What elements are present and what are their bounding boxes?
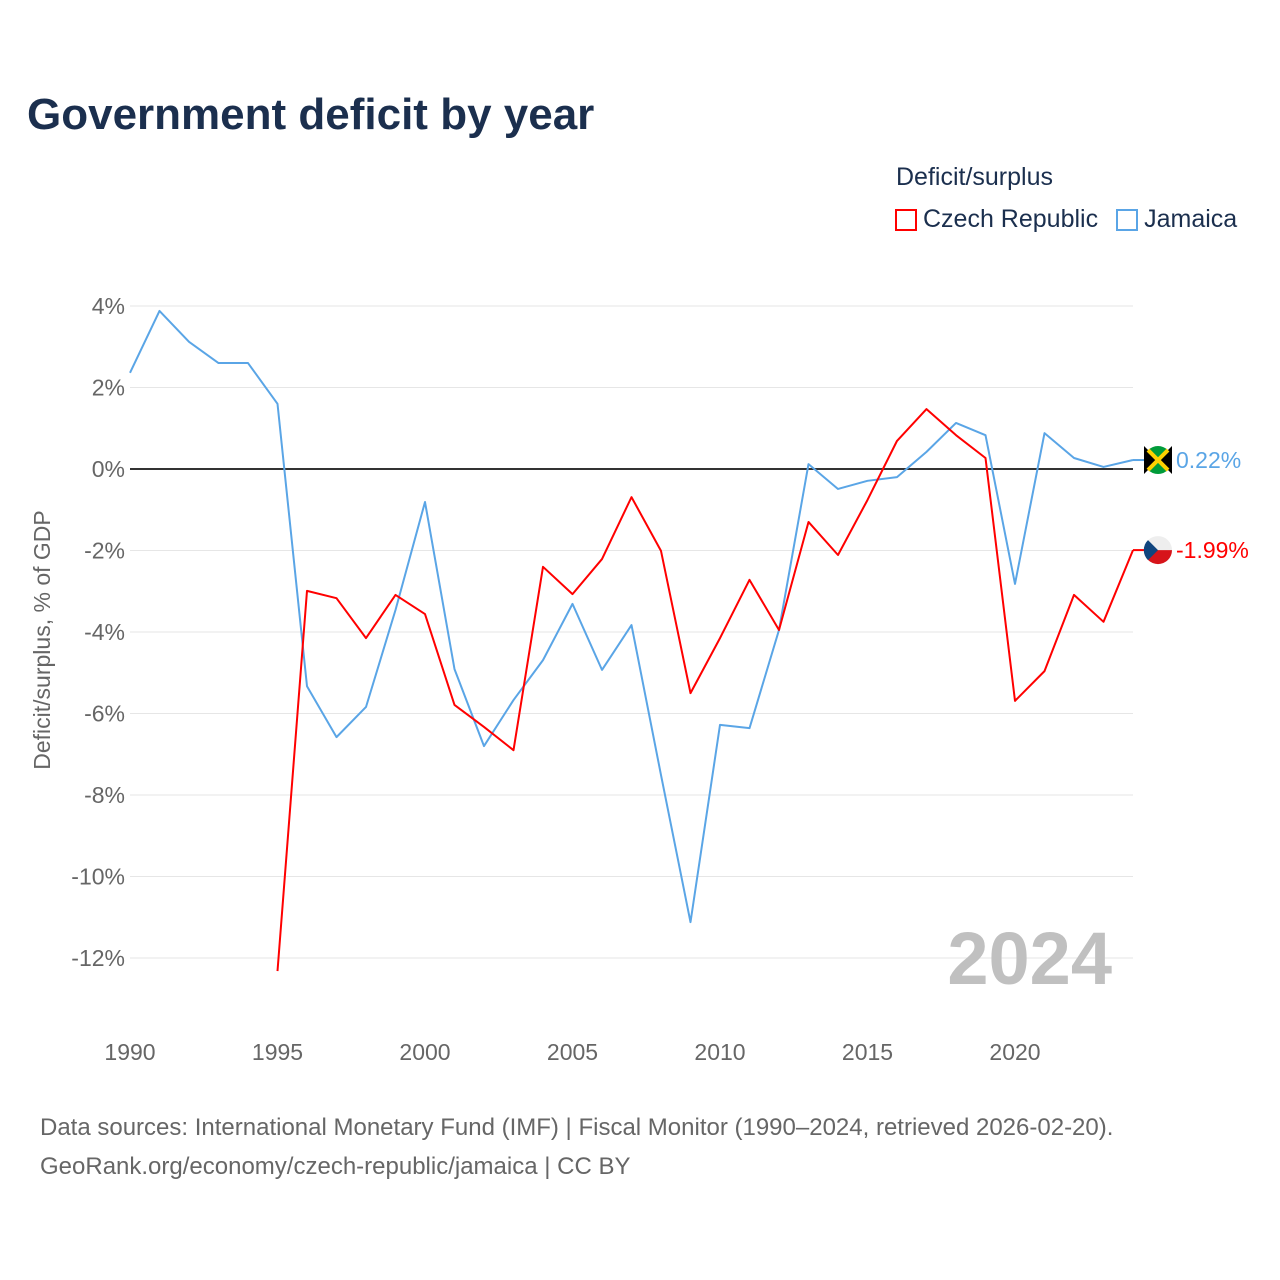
jamaica-flag-saltire	[1146, 448, 1170, 472]
y-tick-label: -6%	[84, 701, 125, 727]
legend-label: Czech Republic	[923, 205, 1099, 233]
y-tick-label: -8%	[84, 782, 125, 808]
legend-swatch-jamaica	[1116, 208, 1139, 231]
end-value-label-czech-republic: -1.99%	[1176, 537, 1249, 563]
source-note: Data sources: International Monetary Fun…	[40, 1108, 1113, 1186]
legend-item-jamaica[interactable]: Jamaica	[1116, 205, 1237, 234]
y-tick-label: -2%	[84, 538, 125, 564]
y-tick-label: 0%	[92, 456, 125, 482]
legend-title: Deficit/surplus	[896, 163, 1053, 191]
x-tick-label: 2000	[399, 1039, 450, 1065]
legend-item-czech-republic[interactable]: Czech Republic	[895, 205, 1098, 234]
y-tick-label: -4%	[84, 619, 125, 645]
legend-swatch-czech	[895, 208, 917, 231]
czech-flag-blue	[1143, 540, 1158, 561]
x-tick-label: 2010	[694, 1039, 745, 1065]
y-tick-label: 4%	[92, 293, 125, 319]
x-tick-label: 2015	[842, 1039, 893, 1065]
x-tick-label: 1990	[104, 1039, 155, 1065]
y-tick-label: -10%	[71, 864, 125, 890]
chart-title: Government deficit by year	[27, 90, 595, 139]
end-value-label-jamaica: 0.22%	[1176, 447, 1241, 473]
y-tick-label: -12%	[71, 945, 125, 971]
x-tick-label: 2005	[547, 1039, 598, 1065]
x-tick-label: 2020	[989, 1039, 1040, 1065]
year-watermark: 2024	[947, 917, 1112, 1000]
legend-label: Jamaica	[1144, 205, 1238, 233]
y-tick-label: 2%	[92, 375, 125, 401]
source-line-2[interactable]: GeoRank.org/economy/czech-republic/jamai…	[40, 1153, 631, 1180]
legend: Czech Republic Jamaica	[895, 205, 1237, 234]
source-line-1: Data sources: International Monetary Fun…	[40, 1114, 1114, 1141]
y-axis-label: Deficit/surplus, % of GDP	[29, 510, 55, 769]
series-line-jamaica	[129, 309, 1134, 924]
x-tick-label: 1995	[252, 1039, 303, 1065]
series-line-czech-republic	[276, 408, 1134, 972]
